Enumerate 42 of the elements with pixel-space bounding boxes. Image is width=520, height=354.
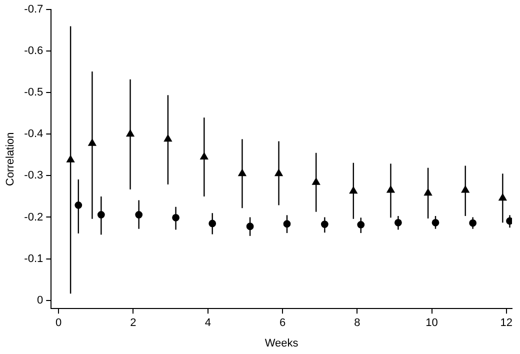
point — [246, 222, 254, 230]
y-tick-label: -0.5 — [24, 86, 44, 99]
x-tick-label: 12 — [500, 317, 513, 330]
point — [97, 211, 105, 218]
x-tick-label: 2 — [130, 317, 136, 330]
point — [208, 220, 216, 228]
point — [357, 221, 365, 228]
point — [126, 130, 134, 137]
y-tick-label: 0 — [37, 294, 44, 306]
x-tick-label: 10 — [426, 317, 438, 330]
point — [200, 152, 208, 160]
point — [74, 201, 82, 209]
point — [312, 178, 320, 185]
x-tick-label: 4 — [204, 317, 211, 330]
point — [172, 214, 180, 222]
point — [349, 186, 358, 194]
point — [164, 134, 172, 142]
point — [135, 211, 143, 218]
point — [469, 219, 477, 227]
x-axis-title: Weeks — [264, 337, 299, 350]
y-tick-label: -0.2 — [24, 211, 44, 224]
y-tick-label: -0.1 — [24, 252, 44, 265]
point — [320, 220, 328, 228]
x-tick-label: 8 — [354, 317, 360, 330]
y-tick-label: -0.7 — [24, 4, 44, 16]
y-tick-label: -0.3 — [24, 170, 44, 182]
point — [274, 169, 283, 176]
point — [394, 218, 402, 226]
point — [283, 220, 291, 228]
y-axis-title: Correlation — [4, 132, 17, 186]
point — [432, 218, 440, 226]
x-tick-label: 0 — [56, 317, 62, 330]
point — [66, 155, 75, 162]
y-tick-label: -0.6 — [24, 45, 44, 58]
x-tick-label: 6 — [279, 317, 286, 330]
point — [386, 186, 395, 193]
point — [238, 169, 246, 176]
y-tick-label: -0.4 — [24, 128, 44, 140]
point — [461, 186, 470, 193]
point — [498, 194, 507, 201]
point — [88, 138, 96, 146]
point — [424, 188, 432, 196]
